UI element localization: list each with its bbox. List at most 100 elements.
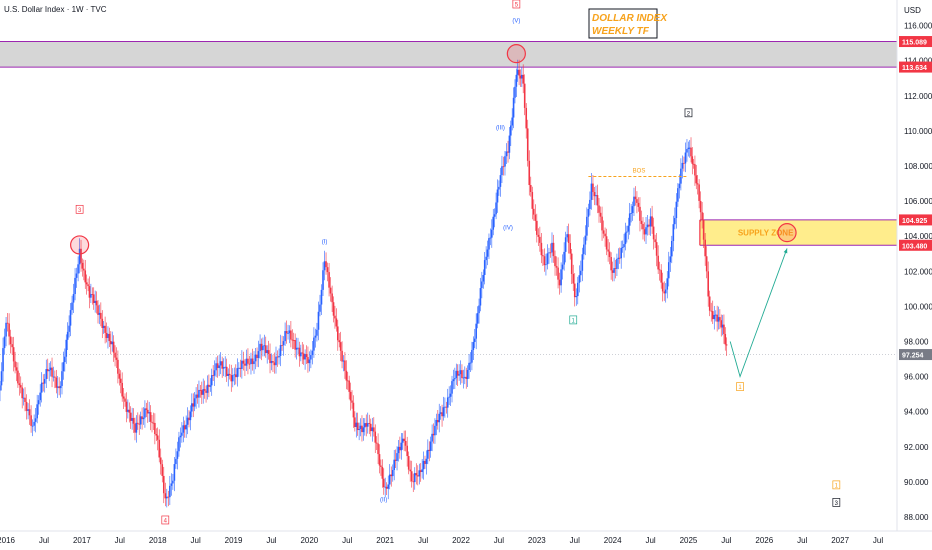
candle-body [581, 254, 584, 271]
candle-body [183, 425, 186, 430]
candle-body [621, 247, 624, 248]
candle-body [254, 354, 257, 362]
candle-body [77, 264, 79, 274]
candle-body [404, 440, 407, 446]
candle-body [465, 376, 468, 379]
candle-body [336, 326, 339, 341]
candle-body [593, 192, 596, 197]
candle-body [459, 370, 462, 375]
candle-body [81, 262, 84, 269]
candle-body [21, 387, 23, 399]
candle-body [345, 370, 348, 381]
candle-body [69, 310, 72, 326]
candle-body [454, 378, 456, 380]
candle-body [368, 423, 371, 424]
candle-body [356, 422, 359, 431]
candle-body [658, 269, 661, 271]
candle-body [534, 214, 537, 221]
candle-body [117, 359, 119, 374]
projection-arrowhead [783, 248, 788, 254]
candle-body [122, 396, 125, 399]
candle-body [511, 117, 513, 126]
candle-body [62, 362, 65, 372]
candle-body [661, 282, 664, 292]
candle-body [595, 195, 597, 197]
resistance-zone [0, 41, 897, 68]
candle-body [473, 338, 476, 342]
candle-body [391, 470, 394, 477]
candle-body [170, 483, 173, 486]
candle-body [637, 202, 640, 207]
symbol-title: U.S. Dollar Index · 1W · TVC [4, 5, 107, 14]
candle-body [613, 268, 615, 273]
price-tag-label: 113.634 [902, 65, 927, 72]
candle-body [508, 135, 511, 153]
candle-body [105, 332, 108, 338]
time-tick-label: Jul [494, 536, 504, 545]
candle-body [335, 318, 338, 327]
candle-body [227, 373, 230, 376]
candle-body [238, 367, 240, 369]
time-tick-label: 2019 [225, 536, 243, 545]
candle-body [235, 374, 237, 378]
candle-body [522, 74, 524, 84]
candle-body [720, 320, 723, 328]
candle-body [221, 361, 223, 369]
candle-body [492, 216, 495, 230]
price-tag-label: 115.089 [902, 40, 927, 47]
title-box: DOLLAR INDEX WEEKLY TF [588, 8, 668, 39]
candle-body [251, 358, 254, 365]
candle-body [529, 185, 532, 193]
candle-body [375, 442, 378, 444]
candle-body [292, 340, 295, 341]
candle-body [185, 424, 187, 430]
candle-body [134, 423, 136, 433]
candle-body [111, 341, 114, 345]
price-tag [899, 239, 932, 251]
zones-layer: SUPPLY ZONE [0, 41, 897, 355]
candle-body [605, 236, 608, 250]
wave-label-box [75, 204, 84, 214]
time-axis[interactable]: 2016 Jul 2017 Jul 2018 Jul 2019 Jul 2020 Jul 2021 J… [0, 536, 883, 545]
price-axis[interactable]: 88.000 90.000 92.000 94.000 96.000 98.000 100.… [904, 22, 932, 522]
title-box-frame [588, 8, 658, 39]
candle-body [159, 457, 162, 465]
candle-body [307, 357, 309, 364]
candle-body [602, 230, 605, 234]
candle-body [403, 438, 405, 441]
candle-body [25, 401, 28, 411]
candle-body [124, 398, 126, 402]
time-tick-label: 2020 [300, 536, 318, 545]
candle-body [371, 427, 374, 432]
candle-body [400, 442, 403, 451]
time-tick-label: Jul [115, 536, 125, 545]
wave-label: 1 [738, 385, 742, 391]
candle-body [39, 392, 41, 401]
time-tick-label: Jul [797, 536, 807, 545]
candle-body [302, 353, 305, 360]
candle-body [12, 347, 15, 362]
candle-body [308, 359, 311, 364]
candle-body [683, 162, 685, 164]
candle-body [639, 206, 641, 221]
candle-body [694, 164, 696, 176]
candle-body [224, 366, 226, 368]
candle-body [15, 367, 18, 371]
candle-body [178, 437, 180, 452]
candle-body [710, 310, 713, 312]
candle-body [352, 402, 355, 418]
candle-body [260, 343, 263, 351]
candle-body [566, 234, 568, 238]
candle-body [444, 406, 446, 408]
candle-body [377, 443, 379, 455]
candle-body [407, 456, 410, 470]
candle-body [59, 385, 62, 389]
candle-body [596, 195, 599, 206]
candle-body [586, 216, 588, 236]
candle-body [91, 294, 94, 295]
candle-body [716, 314, 718, 322]
time-tick-label: 2022 [452, 536, 470, 545]
candle-body [560, 269, 562, 286]
candle-body [281, 345, 283, 346]
